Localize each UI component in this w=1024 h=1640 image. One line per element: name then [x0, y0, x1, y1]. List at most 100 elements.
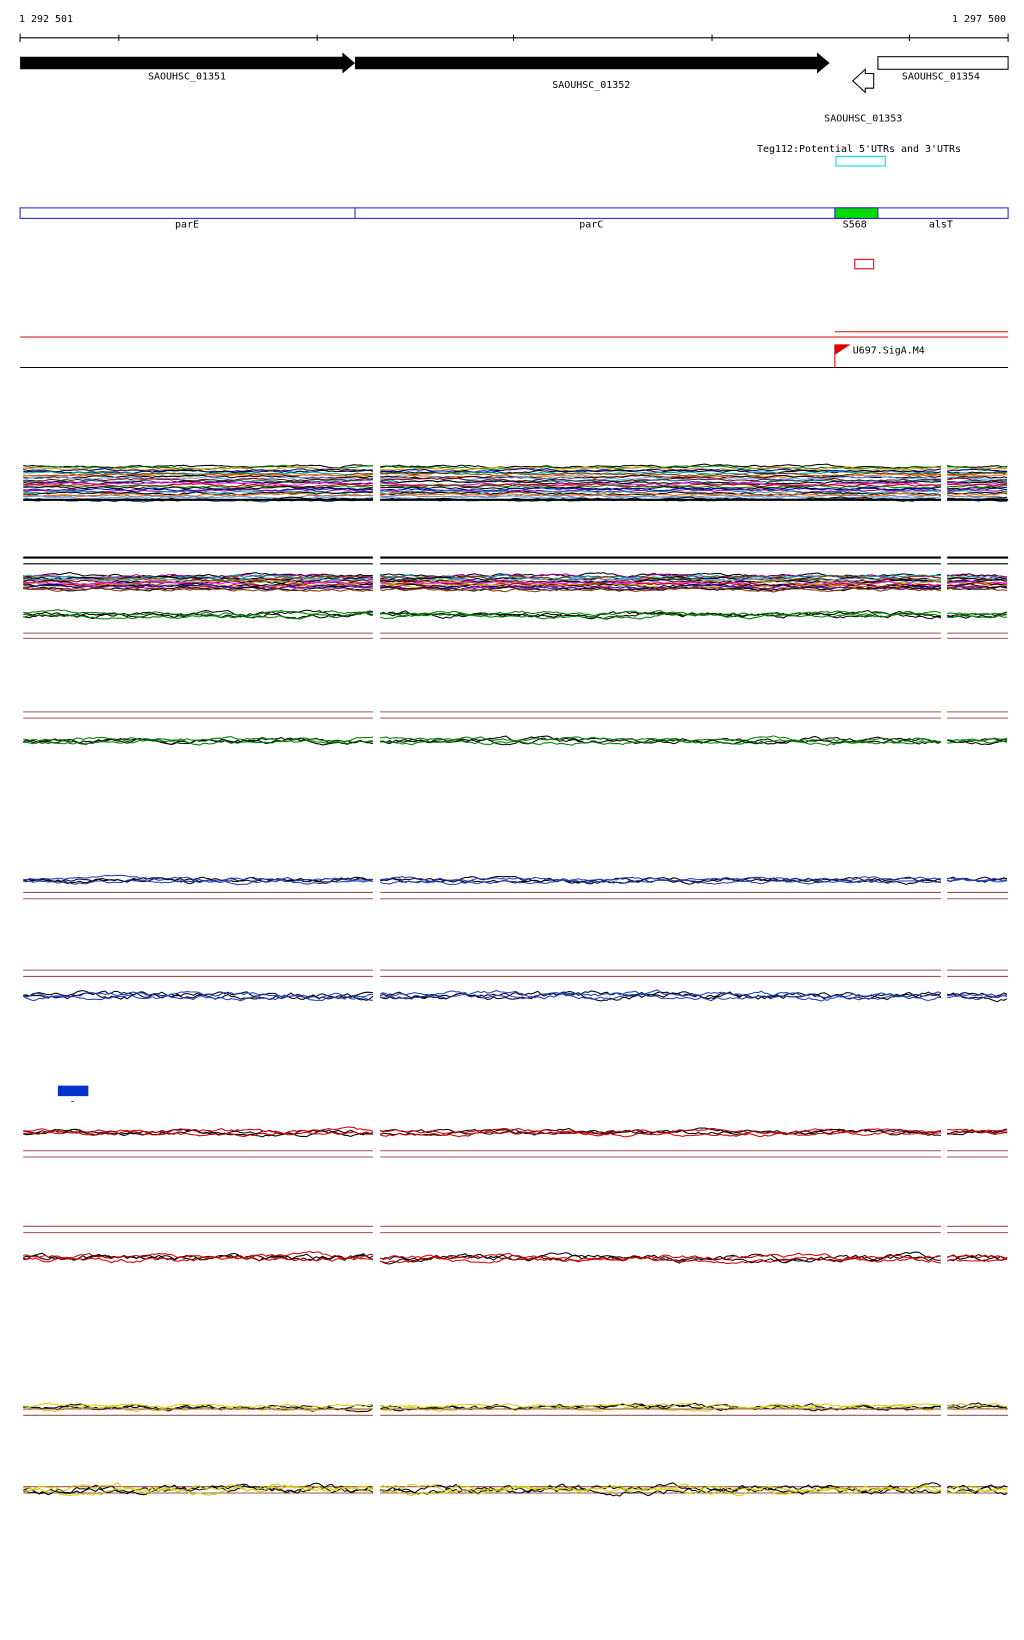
signal-line: [23, 578, 373, 584]
gene-label: SAOUHSC_01352: [552, 80, 630, 91]
feature-label: alsT: [929, 220, 953, 231]
signal-line: [23, 991, 373, 999]
signal-line: [947, 1129, 1008, 1135]
gene-arrow: [20, 52, 356, 74]
signal-line: [23, 736, 373, 743]
gene-label: SAOUHSC_01353: [824, 114, 902, 125]
signal-line: [23, 464, 373, 469]
legend-label: -: [70, 1096, 76, 1107]
signal-line: [23, 874, 374, 882]
gene-arrow: [851, 68, 875, 94]
signal-line: [947, 481, 1008, 485]
signal-line: [947, 1254, 1008, 1262]
feature-box: [834, 207, 879, 219]
signal-line: [23, 476, 374, 482]
signal-line: [380, 492, 942, 497]
signal-line: [380, 878, 942, 886]
signal-line: [23, 492, 373, 497]
signal-line: [23, 1482, 374, 1495]
feature-label: parE: [175, 220, 199, 231]
signal-line: [947, 1405, 1008, 1411]
signal-line: [380, 612, 941, 620]
signal-line: [380, 612, 942, 620]
signal-line: [23, 483, 373, 488]
signal-line: [23, 1250, 373, 1261]
signal-line: [23, 583, 373, 590]
signal-line: [947, 492, 1008, 497]
feature-track: [19, 207, 1009, 219]
signal-line: [23, 488, 374, 493]
signal-line: [23, 1128, 373, 1136]
signal-line: [23, 473, 373, 478]
ruler-end: 1 297 500: [952, 14, 1006, 25]
signal-line: [379, 1485, 942, 1497]
signal-line: [380, 610, 942, 617]
signal-line: [947, 612, 1008, 616]
signal-line: [947, 1253, 1008, 1261]
signal-line: [23, 571, 373, 578]
signal-line: [947, 495, 1008, 499]
signal-line: [947, 480, 1008, 483]
signal-line: [23, 1126, 374, 1135]
signal-line: [380, 480, 941, 486]
signal-line: [380, 737, 941, 746]
signal-line: [23, 990, 373, 999]
expression-tracks: [23, 463, 1009, 1497]
signal-line: [23, 466, 373, 472]
signal-line: [23, 1256, 373, 1264]
signal-line: [947, 484, 1008, 488]
signal-line: [23, 878, 374, 886]
signal-line: [23, 575, 374, 582]
signal-line: [23, 477, 373, 482]
signal-line: [23, 586, 374, 592]
signal-line: [23, 609, 373, 617]
signal-line: [947, 477, 1008, 483]
legend-swatch: [57, 1085, 89, 1097]
signal-line: [947, 737, 1008, 742]
signal-line: [380, 1252, 942, 1262]
signal-line: [947, 1488, 1008, 1495]
ruler-start: 1 292 501: [19, 14, 73, 25]
signal-line: [947, 491, 1008, 495]
signal-line: [380, 580, 942, 588]
signal-line: [380, 586, 942, 593]
signal-line: [947, 574, 1008, 578]
signal-line: [23, 1485, 373, 1497]
signal-line: [380, 989, 942, 999]
signal-line: [380, 471, 941, 477]
signal-line: [947, 738, 1008, 744]
signal-line: [380, 475, 942, 481]
signal-line: [380, 585, 941, 592]
signal-line: [380, 577, 942, 584]
signal-line: [380, 736, 942, 746]
signal-line: [947, 878, 1008, 883]
signal-line: [947, 614, 1008, 619]
signal-line: [380, 484, 941, 489]
signal-line: [23, 1402, 374, 1409]
signal-line: [380, 491, 941, 496]
signal-line: [23, 612, 373, 620]
signal-line: [23, 481, 374, 486]
signal-line: [947, 467, 1008, 471]
signal-line: [947, 994, 1008, 1000]
gene-box: [877, 56, 1009, 70]
signal-line: [380, 1255, 941, 1265]
signal-line: [380, 1402, 942, 1412]
signal-line: [946, 1258, 1008, 1262]
signal-line: [380, 465, 941, 471]
signal-line: [23, 577, 373, 583]
signal-line: [380, 572, 941, 578]
signal-line: [23, 739, 373, 746]
signal-line: [947, 578, 1008, 584]
feature-label: parC: [579, 220, 603, 231]
signal-line: [23, 587, 373, 592]
signal-line: [947, 1403, 1008, 1408]
signal-line: [23, 994, 373, 1002]
feature-label: S568: [843, 220, 867, 231]
signal-line: [380, 478, 941, 484]
signal-line: [23, 493, 373, 499]
gene-label: SAOUHSC_01354: [902, 72, 980, 83]
signal-line: [23, 609, 373, 618]
